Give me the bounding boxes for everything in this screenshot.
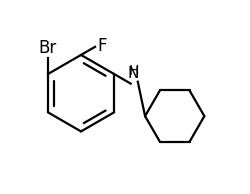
Text: N: N [128,66,139,81]
Text: F: F [97,37,106,55]
Text: Br: Br [39,39,57,57]
Text: H: H [128,64,139,78]
